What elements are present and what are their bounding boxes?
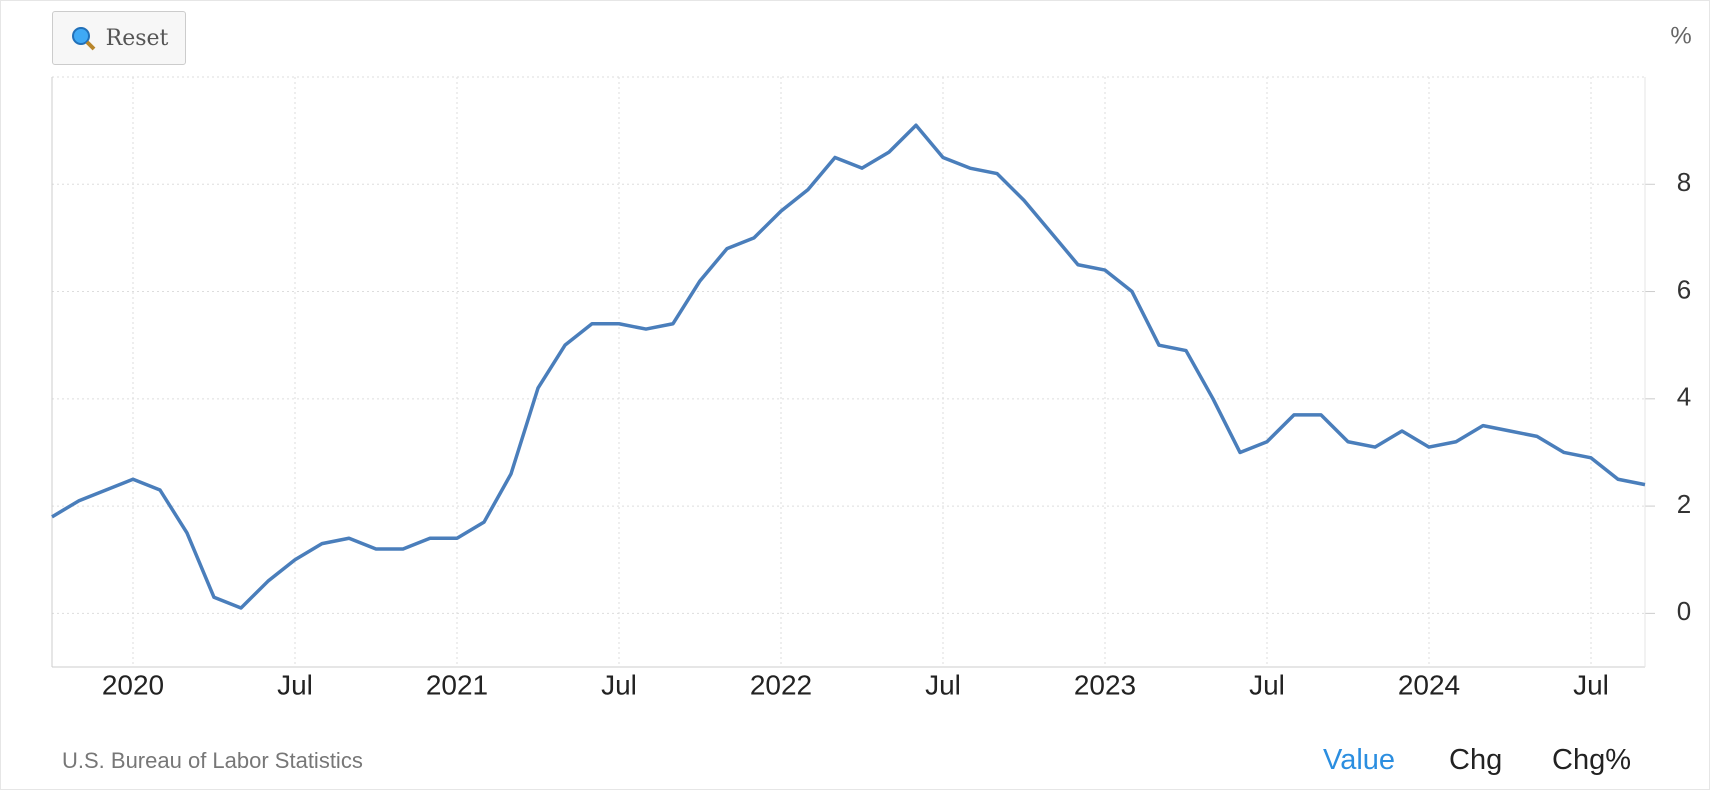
x-tick-label: 2024: [1398, 669, 1460, 700]
x-tick-label: 2023: [1074, 669, 1136, 700]
x-tick-label: 2021: [426, 669, 488, 700]
data-line: [51, 123, 1646, 610]
y-tick-label: 4: [1677, 382, 1691, 412]
x-tick-label: Jul: [1249, 669, 1285, 700]
tab-chg[interactable]: Chg: [1449, 744, 1503, 776]
y-tick-label: 8: [1677, 167, 1691, 197]
tab-chg-pct[interactable]: Chg%: [1552, 744, 1631, 776]
x-tick-label: Jul: [277, 669, 313, 700]
x-tick-label: Jul: [601, 669, 637, 700]
y-tick-label: 6: [1677, 274, 1691, 304]
tab-value[interactable]: Value: [1323, 744, 1396, 776]
y-unit: %: [1670, 22, 1691, 49]
x-tick-label: Jul: [925, 669, 961, 700]
reset-label: Reset: [105, 25, 169, 51]
y-tick-label: 0: [1677, 596, 1691, 626]
reset-button[interactable]: Reset: [52, 11, 186, 65]
reset-icon: [71, 27, 96, 51]
y-tick-label: 2: [1677, 489, 1691, 519]
source: U.S. Bureau of Labor Statistics: [62, 748, 363, 773]
x-tick-label: Jul: [1573, 669, 1609, 700]
x-tick-label: 2020: [102, 669, 164, 700]
x-tick-label: 2022: [750, 669, 812, 700]
